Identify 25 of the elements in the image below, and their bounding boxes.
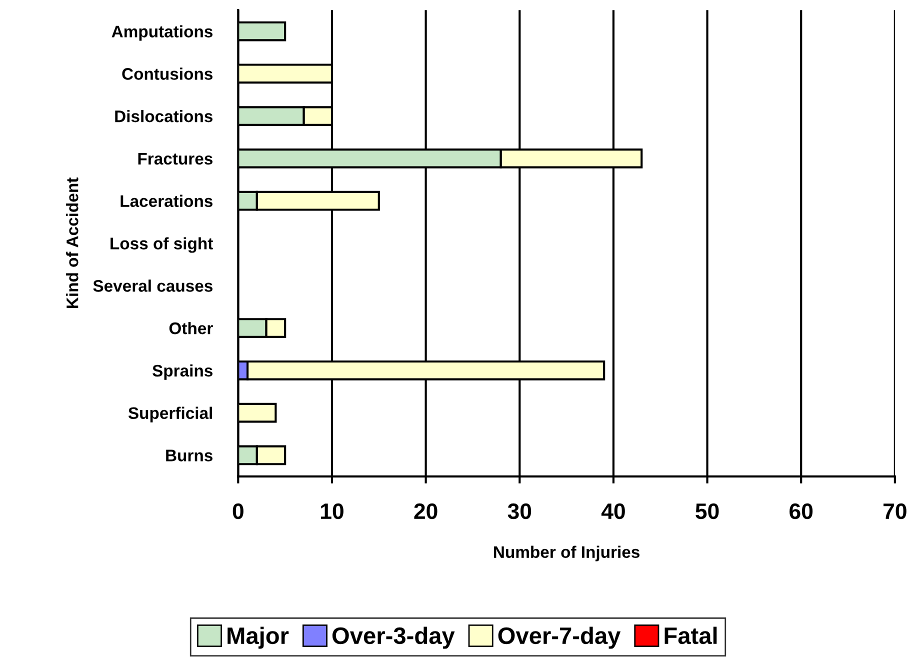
y-axis-title: Kind of Accident <box>66 178 78 308</box>
y-tick-label: Burns <box>166 450 212 462</box>
x-tick-label: 20 <box>414 503 438 520</box>
y-tick-label: Several causes <box>93 280 212 292</box>
y-tick-label: Dislocations <box>115 110 212 122</box>
x-tick-label: 50 <box>696 503 719 520</box>
x-tick-label: 70 <box>884 503 906 520</box>
y-tick-label: Amputations <box>112 25 212 41</box>
x-tick-label: 60 <box>790 503 813 520</box>
legend-label: Fatal <box>664 626 717 644</box>
legend-label: Major <box>228 626 289 649</box>
y-tick-label: Contusions <box>122 68 212 80</box>
y-tick-label: Superficial <box>128 406 212 422</box>
y-tick-label: Other <box>169 322 213 334</box>
x-tick-label: 0 <box>232 503 244 520</box>
y-tick-label: Loss of sight <box>110 237 213 253</box>
y-tick-label: Sprains <box>152 364 212 380</box>
y-tick-label: Fractures <box>138 153 212 165</box>
legend-label: Over-3-day <box>332 626 455 649</box>
x-axis-title: Number of Injuries <box>494 546 640 562</box>
x-tick-label: 30 <box>508 503 532 520</box>
x-tick-label: 40 <box>601 503 625 520</box>
x-tick-label: 10 <box>321 503 344 520</box>
y-tick-label: Lacerations <box>120 194 212 208</box>
legend-label: Over-7-day <box>498 626 621 649</box>
